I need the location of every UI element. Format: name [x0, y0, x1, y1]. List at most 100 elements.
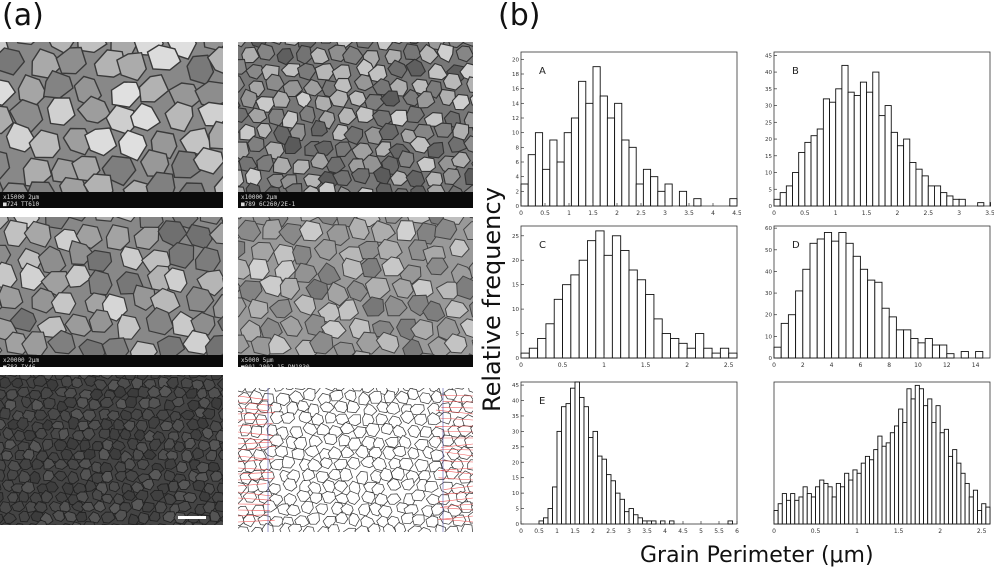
- histogram-label: A: [539, 66, 546, 77]
- histogram-bar: [885, 442, 891, 525]
- y-tick-label: 30: [765, 104, 772, 110]
- histogram-bar: [934, 185, 942, 207]
- y-tick-label: 0: [769, 356, 773, 362]
- histogram-label: D: [792, 240, 800, 251]
- y-tick-label: 12: [512, 116, 519, 122]
- y-axis-label: Relative frequency: [478, 187, 506, 412]
- histogram-bar: [635, 183, 644, 207]
- histogram-bar: [792, 172, 800, 207]
- histogram-bar: [565, 403, 571, 525]
- micrograph-image: x20000 2μm■783 IY46: [0, 217, 223, 367]
- histogram-bar: [773, 198, 781, 207]
- histogram-bar: [628, 508, 634, 525]
- histogram-bar: [606, 474, 612, 525]
- histogram-bar: [653, 318, 663, 359]
- histogram-c: 0 0.5 1 1.5 2 2.5 0 5 10 15 20 25 C: [505, 222, 741, 372]
- x-tick-label: 6: [735, 528, 739, 535]
- histogram-bar: [939, 344, 948, 359]
- histogram-bar: [823, 232, 833, 359]
- histogram-bar: [633, 514, 639, 525]
- histogram-bar: [556, 430, 562, 525]
- y-tick-label: 50: [765, 248, 772, 254]
- histogram-bar: [553, 298, 563, 359]
- histogram-bar: [823, 482, 829, 525]
- y-tick-label: 35: [765, 87, 772, 93]
- histogram-bar: [597, 455, 603, 525]
- histogram-bar: [845, 242, 854, 359]
- x-tick-label: 14: [972, 362, 980, 369]
- histogram-bar: [628, 269, 638, 359]
- micrograph-image: [0, 375, 223, 525]
- histogram-bar: [844, 472, 850, 525]
- y-tick-label: 30: [512, 429, 519, 435]
- y-tick-label: 5: [769, 187, 773, 193]
- histogram-bar: [650, 176, 659, 207]
- histogram-bar: [651, 520, 657, 525]
- histogram-bar: [549, 139, 558, 207]
- histogram-bar: [552, 486, 558, 525]
- histogram-bar: [946, 353, 955, 359]
- histogram-bar: [795, 290, 804, 359]
- histogram-bar: [520, 183, 529, 207]
- histogram-bar: [914, 384, 920, 525]
- histogram-bar: [881, 307, 890, 359]
- x-tick-label: 1.5: [894, 528, 904, 535]
- y-tick-label: 45: [512, 383, 519, 389]
- histogram-bar: [902, 422, 908, 525]
- y-tick-label: 15: [765, 154, 772, 160]
- histogram-bar: [840, 486, 846, 525]
- histogram-d: 0 2 4 6 8 10 12 14 0 10 20 30 40 50 60 D: [758, 222, 994, 372]
- histogram-bar: [815, 486, 821, 525]
- histogram-bar: [852, 469, 858, 525]
- histogram-bar: [910, 398, 916, 525]
- y-tick-label: 20: [512, 258, 519, 264]
- histogram-bar: [952, 449, 958, 525]
- grain-boundary-map: [238, 388, 473, 532]
- histogram-bar: [787, 314, 797, 359]
- histogram-bar: [852, 255, 861, 359]
- histogram-bar: [727, 520, 733, 525]
- histogram-bar: [958, 198, 966, 207]
- histogram-bar: [873, 449, 879, 525]
- histogram-bar: [786, 499, 792, 525]
- histogram-bar: [972, 489, 978, 525]
- histogram-bar: [869, 459, 875, 525]
- histogram-bar: [802, 486, 808, 525]
- histogram-bar: [719, 347, 730, 359]
- histogram-bar: [619, 498, 625, 525]
- x-tick-label: 2: [685, 362, 689, 369]
- histogram-bar: [918, 388, 924, 525]
- histogram-bar: [960, 351, 969, 359]
- y-tick-label: 25: [765, 120, 772, 126]
- micrograph-caption: ■724 TT610: [3, 201, 40, 208]
- histogram-bar: [939, 432, 945, 525]
- x-tick-label: 3: [627, 528, 631, 535]
- histogram-bar: [563, 132, 572, 207]
- histogram-bar: [728, 352, 738, 359]
- x-tick-label: 0: [519, 210, 523, 217]
- micrograph-caption: ■783 IY46: [3, 364, 36, 367]
- histogram-bar: [816, 238, 825, 359]
- y-tick-label: 16: [512, 87, 519, 93]
- micrograph-4: x5000 5μm■001 2002-15 DN1830: [238, 217, 473, 367]
- y-tick-label: 10: [512, 131, 519, 137]
- y-tick-label: 5: [516, 507, 520, 513]
- histogram-bar: [864, 455, 870, 525]
- histogram-bar: [859, 81, 868, 207]
- histogram-bar: [545, 323, 555, 359]
- y-tick-label: 10: [765, 334, 772, 340]
- histogram-bar: [703, 347, 713, 359]
- histogram-bar: [964, 482, 970, 525]
- histogram-bar: [943, 428, 949, 525]
- histogram-bar: [614, 102, 623, 207]
- histogram-bar: [798, 496, 804, 525]
- histogram-bar: [931, 422, 937, 525]
- histogram-bar: [711, 352, 721, 359]
- micrograph-3: x20000 2μm■783 IY46: [0, 217, 223, 367]
- histogram-bar: [802, 268, 811, 359]
- y-tick-label: 5: [516, 332, 520, 338]
- y-tick-label: 15: [512, 283, 519, 289]
- histogram-bar: [621, 139, 630, 207]
- panel-a-label: (a): [2, 0, 44, 33]
- x-tick-label: 3.5: [642, 528, 652, 535]
